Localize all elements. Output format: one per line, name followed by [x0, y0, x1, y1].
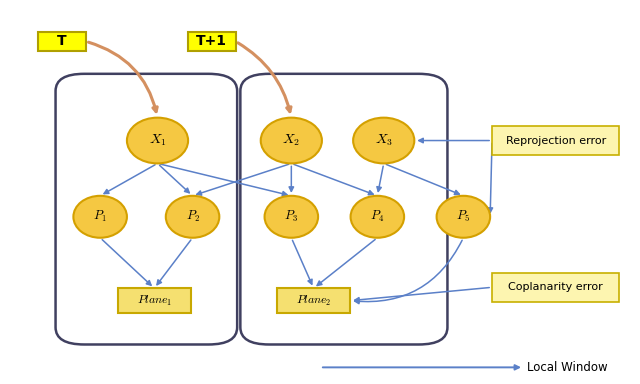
Text: $\mathit{Plane}_1$: $\mathit{Plane}_1$ — [136, 294, 172, 308]
Text: $P_1$: $P_1$ — [93, 209, 107, 224]
FancyBboxPatch shape — [118, 288, 191, 313]
Ellipse shape — [127, 118, 188, 164]
Text: T: T — [57, 35, 67, 48]
FancyBboxPatch shape — [492, 273, 620, 301]
Text: $\mathit{Plane}_2$: $\mathit{Plane}_2$ — [296, 294, 332, 308]
Ellipse shape — [353, 118, 414, 164]
Ellipse shape — [264, 196, 318, 238]
Text: $P_3$: $P_3$ — [284, 209, 298, 224]
Text: Local Window: Local Window — [527, 361, 608, 374]
Text: Coplanarity error: Coplanarity error — [508, 282, 603, 292]
Text: $P_4$: $P_4$ — [371, 209, 385, 224]
Text: $X_1$: $X_1$ — [148, 133, 166, 148]
Text: $X_2$: $X_2$ — [282, 133, 300, 148]
FancyBboxPatch shape — [277, 288, 350, 313]
FancyBboxPatch shape — [492, 126, 620, 155]
Text: $P_2$: $P_2$ — [186, 209, 200, 224]
Ellipse shape — [351, 196, 404, 238]
FancyBboxPatch shape — [188, 32, 236, 51]
Text: $P_5$: $P_5$ — [456, 209, 470, 224]
Ellipse shape — [166, 196, 220, 238]
Text: $X_3$: $X_3$ — [375, 133, 393, 148]
FancyBboxPatch shape — [38, 32, 86, 51]
Ellipse shape — [74, 196, 127, 238]
Ellipse shape — [436, 196, 490, 238]
Text: T+1: T+1 — [196, 35, 227, 48]
Text: Reprojection error: Reprojection error — [506, 136, 606, 146]
Ellipse shape — [260, 118, 322, 164]
